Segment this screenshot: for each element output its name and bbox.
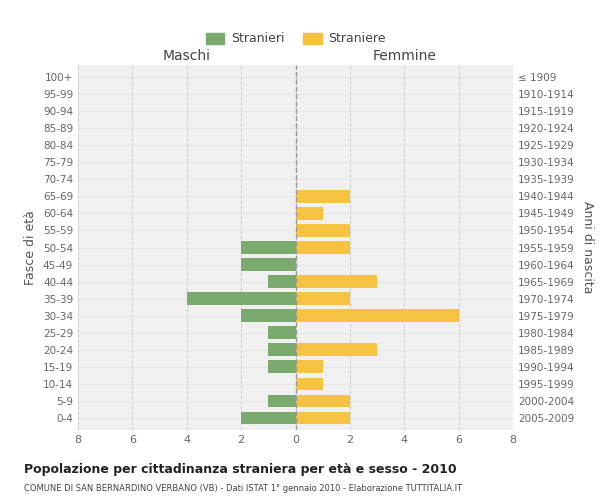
Bar: [268, 344, 296, 356]
Y-axis label: Fasce di età: Fasce di età: [25, 210, 37, 285]
Text: Maschi: Maschi: [163, 50, 211, 64]
Bar: [241, 241, 296, 254]
Bar: [296, 224, 350, 237]
Bar: [296, 360, 323, 374]
Bar: [241, 258, 296, 271]
Bar: [296, 241, 350, 254]
Bar: [296, 344, 377, 356]
Bar: [241, 412, 296, 424]
Bar: [296, 412, 350, 424]
Bar: [268, 275, 296, 288]
Bar: [296, 310, 458, 322]
Bar: [187, 292, 296, 305]
Bar: [241, 310, 296, 322]
Bar: [268, 394, 296, 407]
Text: Femmine: Femmine: [373, 50, 436, 64]
Bar: [296, 378, 323, 390]
Text: COMUNE DI SAN BERNARDINO VERBANO (VB) - Dati ISTAT 1° gennaio 2010 - Elaborazion: COMUNE DI SAN BERNARDINO VERBANO (VB) - …: [24, 484, 462, 493]
Legend: Stranieri, Straniere: Stranieri, Straniere: [200, 28, 391, 50]
Bar: [296, 394, 350, 407]
Bar: [296, 190, 350, 202]
Bar: [296, 292, 350, 305]
Bar: [296, 207, 323, 220]
Y-axis label: Anni di nascita: Anni di nascita: [581, 201, 594, 294]
Bar: [296, 275, 377, 288]
Bar: [268, 360, 296, 374]
Text: Popolazione per cittadinanza straniera per età e sesso - 2010: Popolazione per cittadinanza straniera p…: [24, 462, 457, 475]
Bar: [268, 326, 296, 339]
